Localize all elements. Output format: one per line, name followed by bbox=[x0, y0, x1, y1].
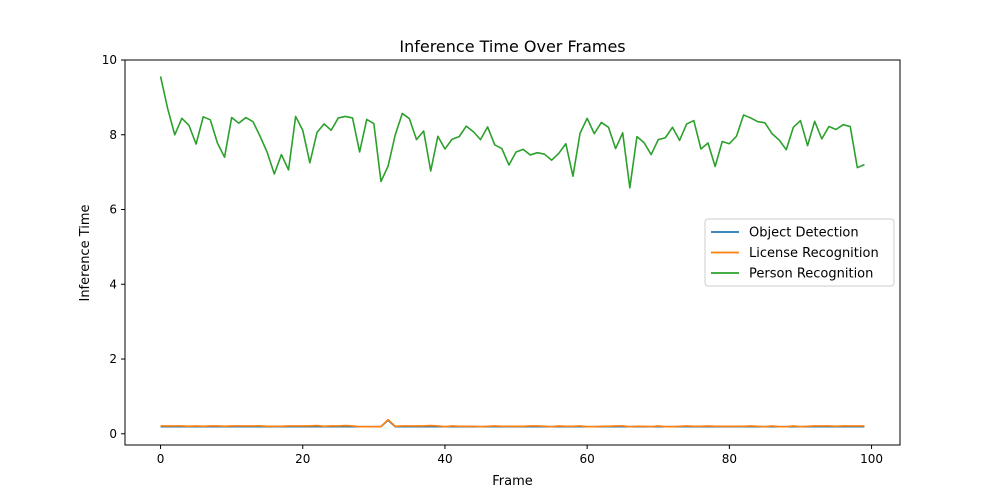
x-tick-label: 80 bbox=[722, 452, 737, 466]
series-line-2 bbox=[159, 76, 865, 189]
x-tick-label: 100 bbox=[860, 452, 883, 466]
y-tick-label: 10 bbox=[102, 53, 117, 67]
y-tick-label: 0 bbox=[109, 427, 117, 441]
plot-area: 0 20 40 60 80 100 0 2 4 6 8 10 Object Detection Licen… bbox=[102, 53, 901, 466]
x-axis-label: Frame bbox=[492, 474, 533, 489]
chart-title: Inference Time Over Frames bbox=[399, 37, 625, 56]
y-tick-label: 6 bbox=[109, 203, 117, 217]
y-tick-label: 2 bbox=[109, 352, 117, 366]
x-tick-label: 40 bbox=[437, 452, 452, 466]
x-tick-label: 60 bbox=[580, 452, 595, 466]
plot-frame bbox=[124, 59, 901, 446]
y-axis-label: Inference Time bbox=[78, 204, 93, 301]
legend-label-0: Object Detection bbox=[749, 226, 859, 241]
x-tick-label: 0 bbox=[157, 452, 165, 466]
x-tick-label: 20 bbox=[295, 452, 310, 466]
series-line-1 bbox=[160, 418, 865, 428]
legend-label-1: License Recognition bbox=[749, 246, 879, 261]
legend-label-2: Person Recognition bbox=[749, 267, 873, 282]
y-tick-label: 4 bbox=[109, 277, 117, 291]
legend-box bbox=[704, 218, 895, 287]
y-tick-label: 8 bbox=[109, 128, 117, 142]
